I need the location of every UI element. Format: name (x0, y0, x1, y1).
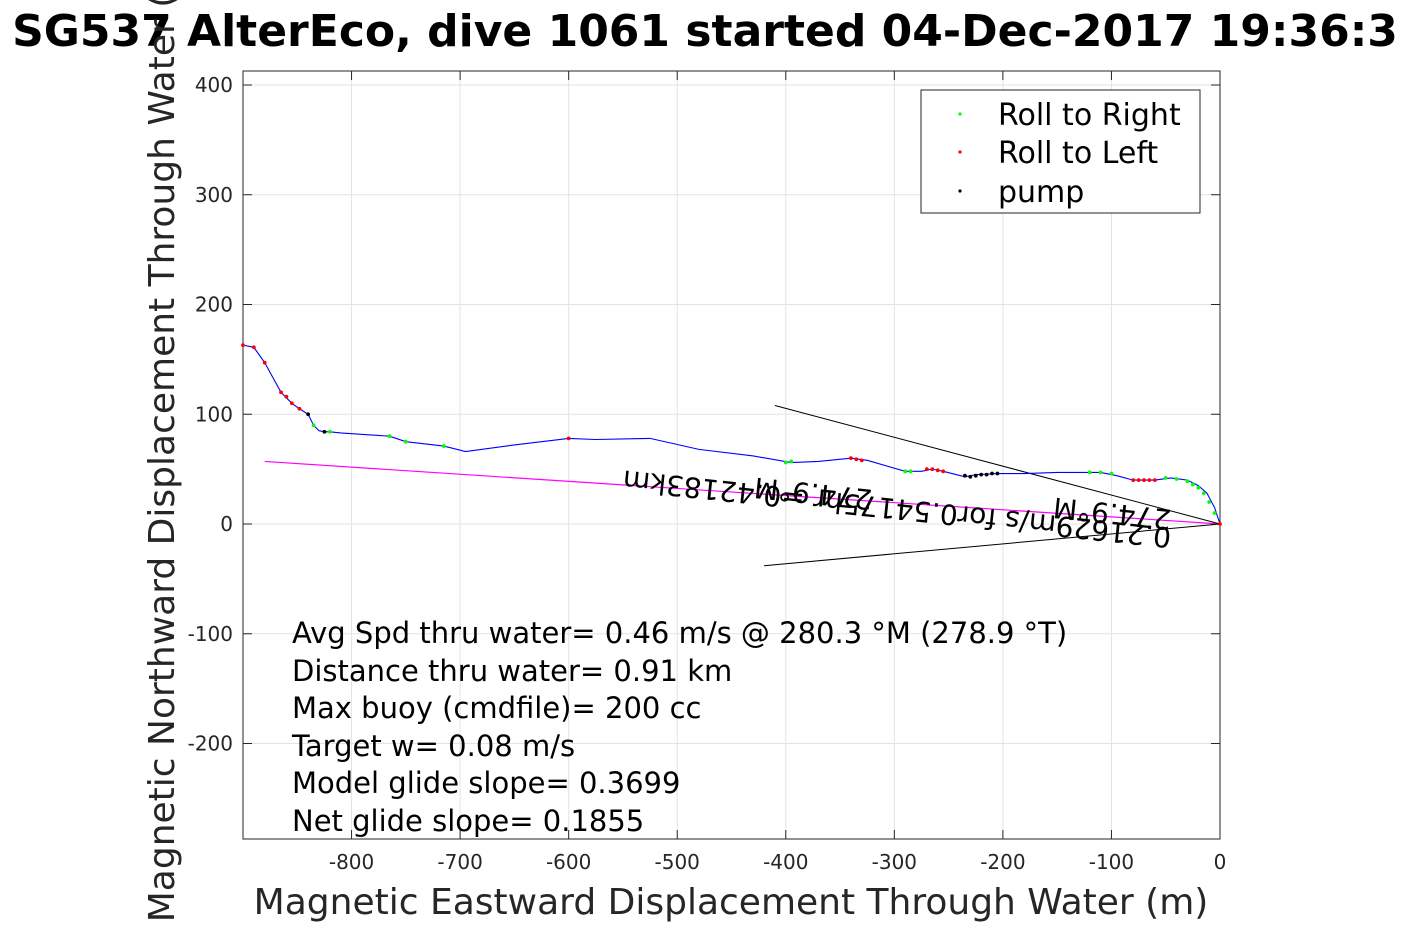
roll-left-point (935, 468, 940, 473)
roll-left-point (930, 467, 935, 472)
roll-right-point (1207, 500, 1212, 504)
pump-point (968, 474, 973, 479)
summary-avg-speed: Avg Spd thru water= 0.46 m/s @ 280.3 °M … (292, 616, 1067, 650)
roll-left-point (925, 467, 929, 472)
y-tick-label: 100 (195, 402, 233, 426)
y-axis-label: Magnetic Northward Displacement Through … (142, 0, 183, 922)
roll-left-point (284, 394, 289, 399)
roll-right-point (1087, 470, 1092, 475)
chart-title: SG537 AlterEco, dive 1061 started 04-Dec… (12, 6, 1398, 57)
grid-lines (243, 71, 1221, 839)
roll-right-point (1190, 482, 1195, 487)
legend-roll-left-marker (958, 150, 962, 154)
roll-right-point (1109, 471, 1114, 476)
x-tick-label: -100 (1089, 850, 1134, 874)
summary-distance: Distance thru water= 0.91 km (292, 654, 732, 688)
roll-left-point (854, 457, 859, 462)
roll-right-point (908, 469, 913, 474)
x-tick-label: -200 (980, 850, 1025, 874)
roll-right-point (789, 459, 794, 464)
roll-left-point (1152, 478, 1157, 482)
roll-right-point (1174, 477, 1179, 481)
roll-left-point (279, 390, 283, 395)
roll-left-points (241, 343, 1222, 526)
roll-right-point (327, 429, 332, 434)
legend-roll-right-marker (958, 112, 962, 116)
roll-left-point (297, 406, 302, 411)
pump-point (995, 471, 1000, 476)
pump-point (306, 412, 311, 417)
summary-net-glide-slope: Net glide slope= 0.1855 (292, 804, 644, 838)
roll-left-point (1136, 478, 1141, 482)
roll-right-point (403, 439, 408, 444)
roll-left-point (1142, 478, 1146, 482)
roll-right-point (1212, 511, 1217, 515)
roll-left-point (1131, 478, 1136, 482)
roll-left-point (251, 345, 256, 350)
x-tick-label: -500 (655, 850, 700, 874)
legend-roll-left-label: Roll to Left (998, 136, 1158, 171)
summary-max-buoy: Max buoy (cmdfile)= 200 cc (292, 691, 701, 725)
pump-point (979, 472, 984, 477)
roll-left-point (241, 343, 245, 348)
roll-right-point (783, 460, 788, 465)
roll-right-point (1196, 485, 1201, 490)
legend-pump-label: pump (998, 175, 1084, 210)
legend-pump-marker (958, 189, 962, 193)
y-tick-label: -200 (188, 732, 233, 756)
roll-right-point (1185, 479, 1190, 484)
pump-point (322, 429, 327, 434)
roll-left-point (859, 458, 864, 463)
roll-right-points (311, 423, 1217, 515)
x-tick-label: -800 (329, 850, 374, 874)
roll-right-point (1163, 476, 1168, 480)
roll-right-point (387, 434, 392, 439)
x-tick-label: 0 (1214, 850, 1227, 874)
x-tick-label: -400 (763, 850, 808, 874)
y-tick-label: 300 (195, 183, 233, 207)
pump-point (990, 471, 994, 476)
pump-point (984, 472, 989, 477)
summary-target-w: Target w= 0.08 m/s (291, 729, 575, 763)
y-tick-label: 200 (195, 293, 233, 317)
dive-summary: Avg Spd thru water= 0.46 m/s @ 280.3 °M … (291, 616, 1067, 838)
pump-points (306, 412, 1000, 479)
roll-left-point (262, 360, 267, 365)
roll-left-point (289, 401, 294, 406)
pump-point (962, 473, 967, 478)
x-axis-ticks: -800 -700 -600 -500 -400 -300 -200 -100 0 (329, 71, 1227, 874)
roll-right-point (1098, 470, 1103, 475)
roll-right-point (311, 423, 316, 428)
legend-roll-right-label: Roll to Right (998, 98, 1181, 133)
roll-left-point (1218, 522, 1222, 526)
roll-right-point (903, 469, 908, 474)
legend-box (920, 89, 1201, 214)
y-tick-label: 0 (220, 512, 233, 536)
pump-point (973, 473, 978, 478)
heading-wedge-line-lower (764, 523, 1221, 567)
current-vector-line (264, 460, 1221, 525)
roll-right-point (1201, 491, 1206, 496)
roll-left-point (849, 456, 853, 461)
heading-wedge-line-upper (774, 404, 1221, 525)
y-tick-label: -100 (188, 622, 233, 646)
legend: Roll to Right Roll to Left pump (920, 89, 1201, 214)
summary-model-glide-slope: Model glide slope= 0.3699 (292, 766, 680, 800)
x-axis-label: Magnetic Eastward Displacement Through W… (254, 882, 1209, 923)
roll-left-point (566, 436, 571, 441)
y-axis-ticks: -200 -100 0 100 200 300 400 (188, 73, 1220, 756)
roll-right-point (441, 444, 446, 448)
x-tick-label: -600 (546, 850, 591, 874)
plot-frame (242, 70, 1221, 840)
x-tick-label: -300 (872, 850, 917, 874)
roll-left-point (1147, 478, 1152, 482)
roll-left-point (941, 469, 946, 474)
x-tick-label: -700 (437, 850, 482, 874)
y-tick-label: 400 (195, 73, 233, 97)
